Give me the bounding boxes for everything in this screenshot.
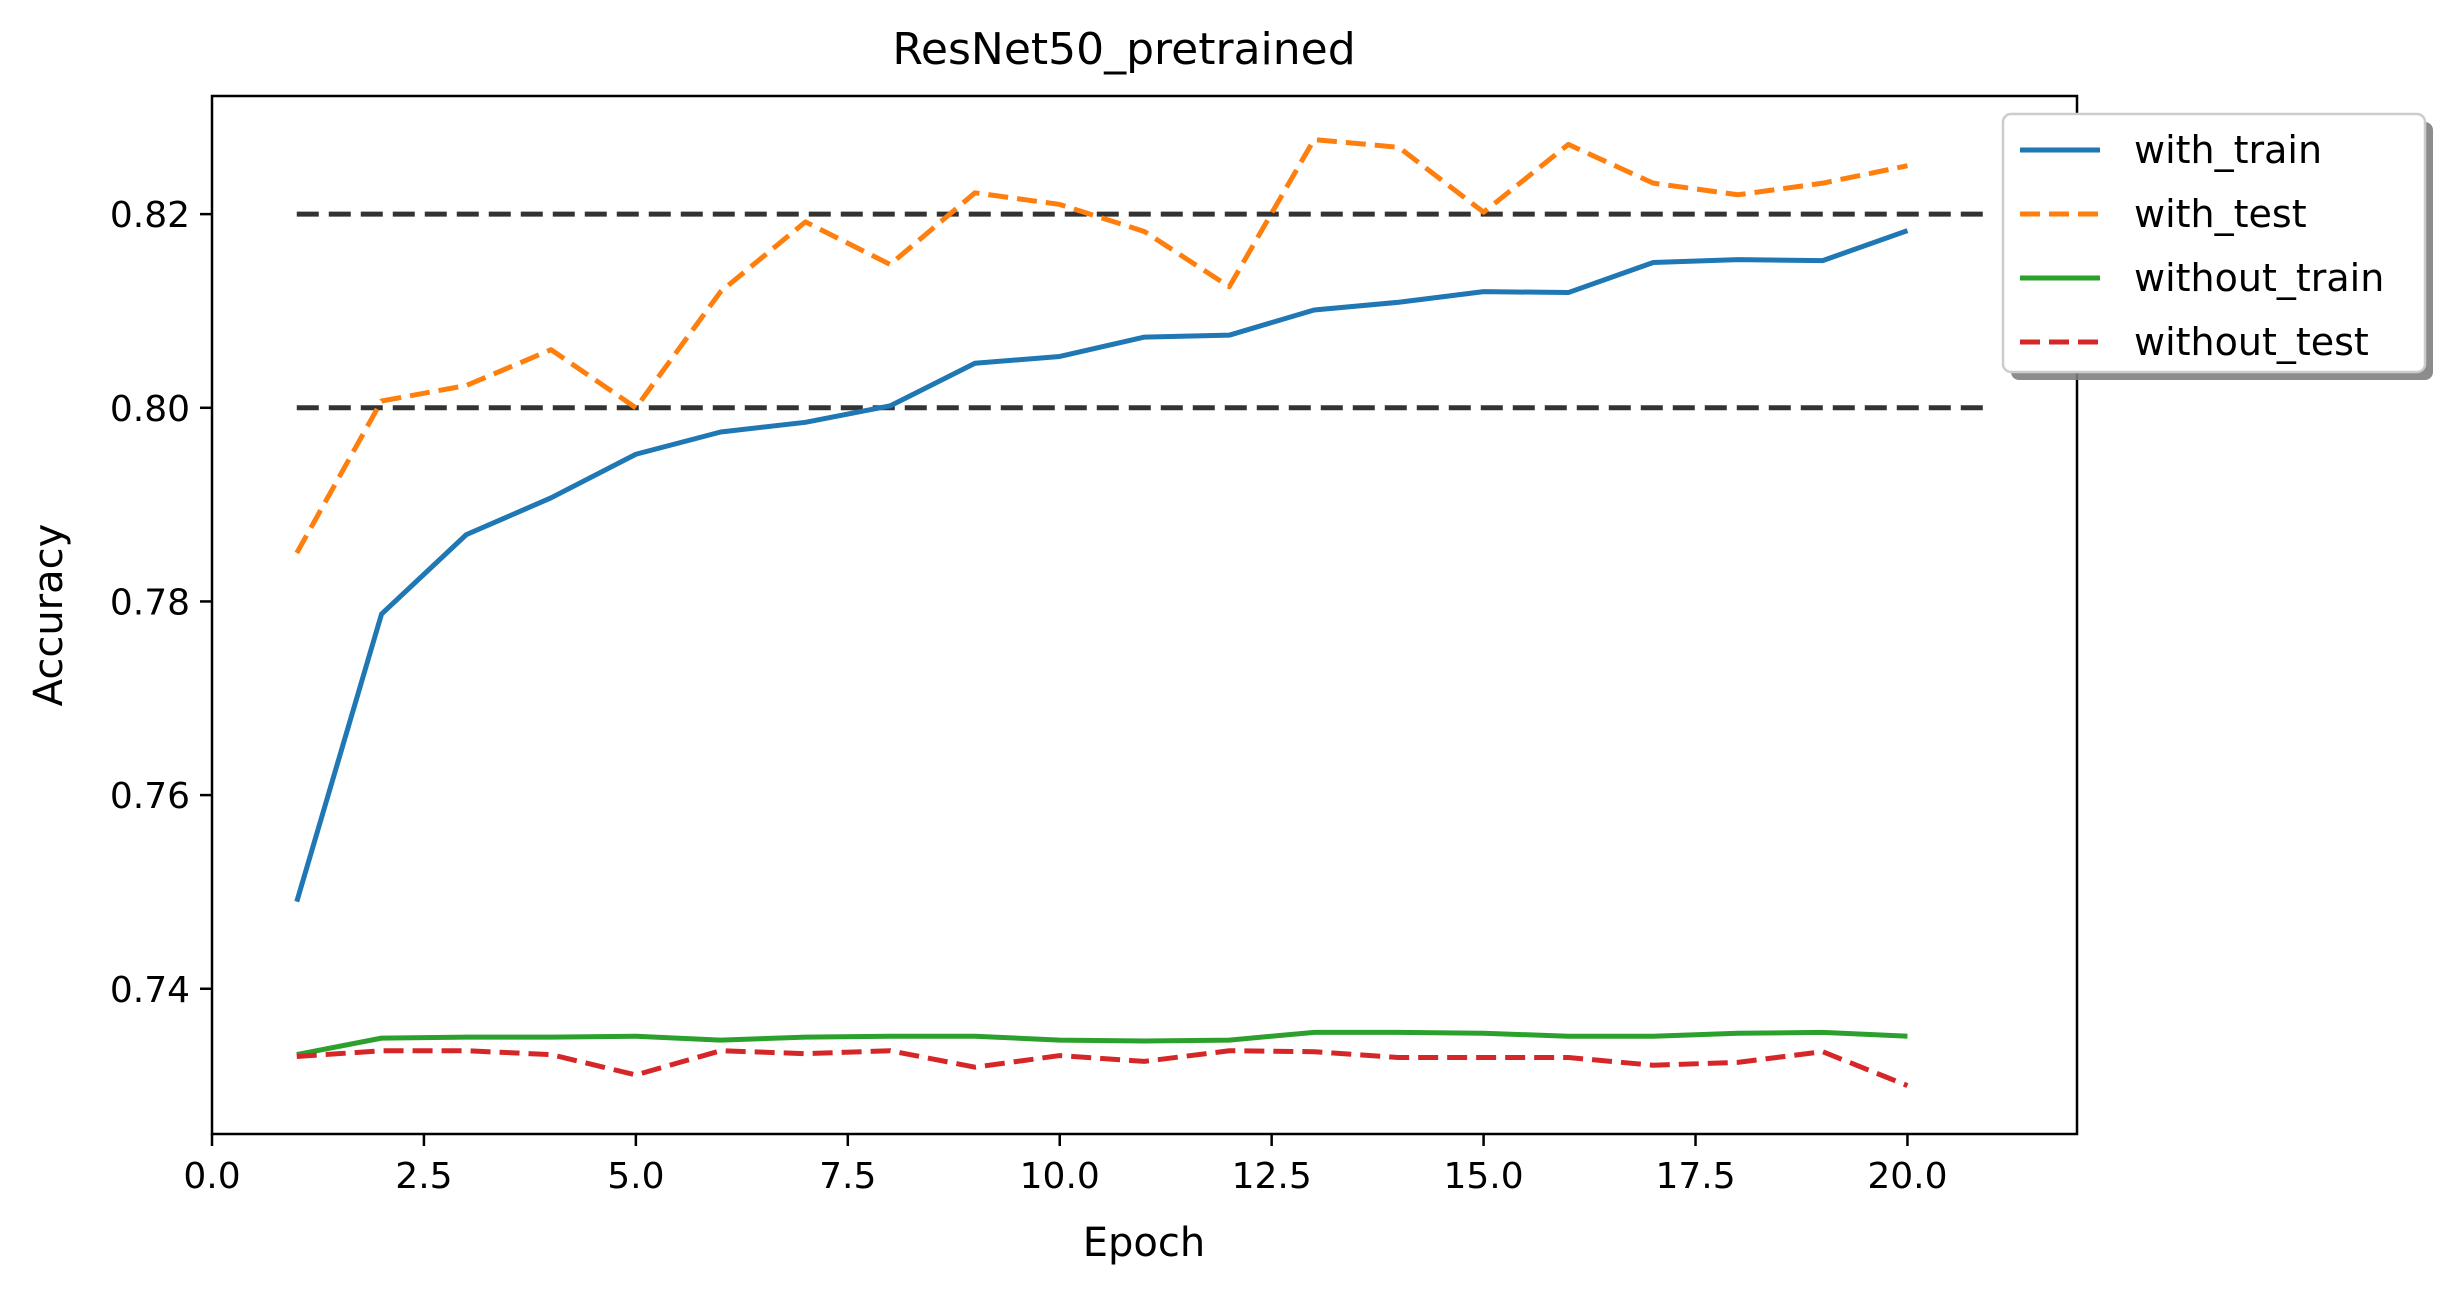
legend-box [2001,112,2427,374]
x-tick-label: 7.5 [819,1156,876,1197]
y-tick-label: 0.80 [110,389,190,430]
y-tick-label: 0.76 [110,776,190,817]
x-tick-label: 10.0 [1020,1156,1100,1197]
legend-label-with-train: with_train [2134,128,2322,172]
legend-label-without-test: without_test [2134,320,2369,364]
legend-label-without-train: without_train [2134,256,2384,300]
y-axis-label: Accuracy [26,524,72,707]
x-axis: 0.0 2.5 5.0 7.5 10.0 12.5 15.0 17.5 20.0 [183,1134,1948,1197]
legend-label-with-test: with_test [2134,192,2307,236]
series-line-without-test [296,1048,1909,1088]
y-tick-label: 0.78 [110,582,190,623]
x-tick-label: 12.5 [1232,1156,1312,1197]
x-axis-label: Epoch [1083,1220,1205,1266]
x-tick-label: 0.0 [183,1156,240,1197]
series-line-with-train [294,228,1909,903]
series-line-without-train [296,1029,1908,1058]
legend: with_train with_test without_train without_… [2001,112,2433,380]
x-tick-label: 2.5 [395,1156,452,1197]
x-tick-label: 17.5 [1655,1156,1735,1197]
series-lines [294,137,1909,1088]
chart-title: ResNet50_pretrained [892,24,1355,75]
y-axis: 0.74 0.76 0.78 0.80 0.82 [110,195,212,1011]
series-line-with-test [294,137,1908,555]
x-tick-label: 20.0 [1867,1156,1947,1197]
x-tick-label: 15.0 [1444,1156,1524,1197]
legend-items: with_train with_test without_train without_… [2020,128,2384,364]
x-tick-label: 5.0 [607,1156,664,1197]
y-tick-label: 0.74 [110,970,190,1011]
y-tick-label: 0.82 [110,195,190,236]
plot-area-frame [210,94,2079,1136]
reference-lines [296,211,1993,411]
